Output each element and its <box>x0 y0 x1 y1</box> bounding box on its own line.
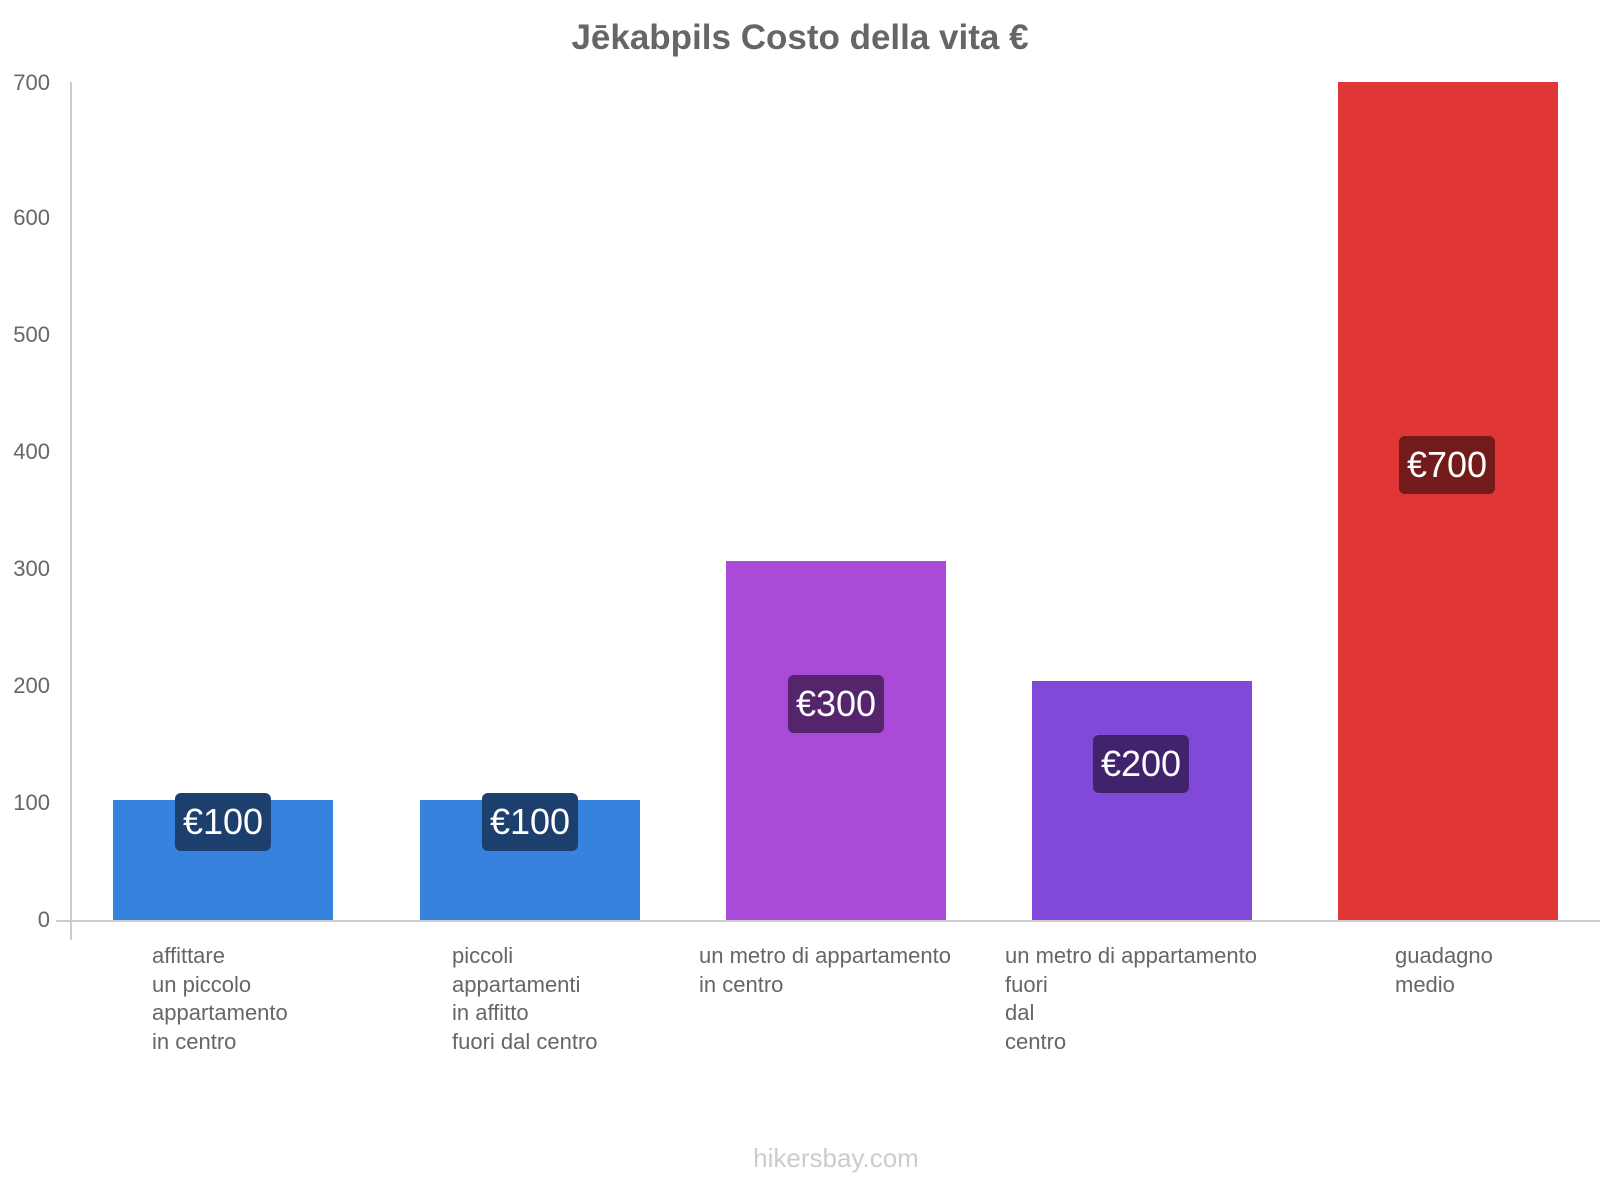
x-axis-label: guadagno medio <box>1395 943 1493 997</box>
x-axis-line <box>56 920 1600 922</box>
y-tick-label: 700 <box>13 70 50 95</box>
bar-average-income <box>1338 82 1558 920</box>
chart-title: Jēkabpils Costo della vita € <box>571 18 1029 57</box>
value-label: €100 <box>174 793 272 851</box>
value-label: €700 <box>1398 436 1496 494</box>
value-label: €200 <box>1092 735 1190 793</box>
y-tick-label: 400 <box>13 439 50 464</box>
y-tick-label: 600 <box>13 205 50 230</box>
bar-sqm-outside <box>1032 681 1252 920</box>
y-tick-label: 300 <box>13 556 50 581</box>
bar-sqm-center <box>726 561 946 920</box>
y-tick-label: 200 <box>13 673 50 698</box>
x-axis-label: affittare un piccolo appartamento in cen… <box>152 943 288 1054</box>
watermark: hikersbay.com <box>753 1143 919 1173</box>
y-tick-label: 100 <box>13 790 50 815</box>
value-label: €100 <box>481 793 579 851</box>
value-label: €300 <box>787 675 885 733</box>
x-axis-label: un metro di appartamento in centro <box>699 943 951 997</box>
y-axis-line <box>70 82 72 940</box>
y-tick-label: 500 <box>13 322 50 347</box>
x-axis-label: piccoli appartamenti in affitto fuori da… <box>452 943 598 1054</box>
y-tick-label: 0 <box>37 907 50 932</box>
x-axis-label: un metro di appartamento fuori dal centr… <box>1005 943 1257 1054</box>
